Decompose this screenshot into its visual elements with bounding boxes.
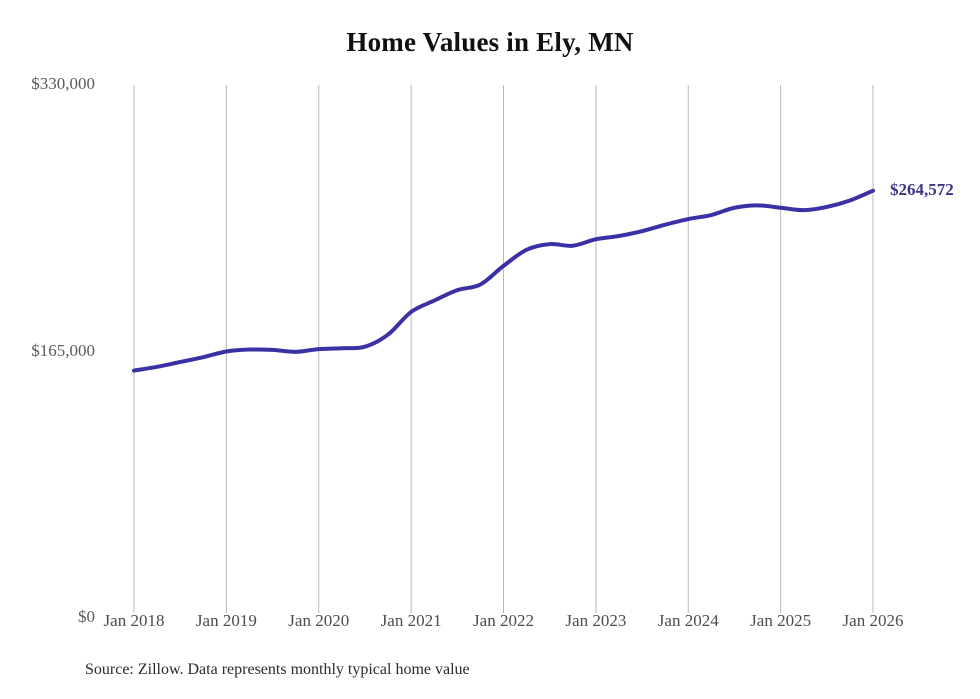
series-end-value-label: $264,572 bbox=[890, 179, 954, 199]
chart-title: Home Values in Ely, MN bbox=[346, 27, 634, 57]
x-tick-label-7: Jan 2025 bbox=[750, 611, 812, 630]
source-note: Source: Zillow. Data represents monthly … bbox=[85, 661, 470, 678]
x-tick-label-0: Jan 2018 bbox=[103, 611, 165, 630]
x-tick-label-8: Jan 2026 bbox=[842, 611, 904, 630]
series-group bbox=[132, 188, 875, 373]
x-tick-label-4: Jan 2022 bbox=[473, 611, 534, 630]
series-line-0 bbox=[132, 188, 875, 373]
y-tick-label-1: $165,000 bbox=[31, 340, 95, 360]
y-tick-label-0: $330,000 bbox=[31, 74, 95, 93]
x-tick-label-3: Jan 2021 bbox=[380, 611, 442, 630]
x-tick-label-5: Jan 2023 bbox=[565, 611, 627, 630]
x-tick-label-2: Jan 2020 bbox=[288, 611, 350, 630]
x-tick-label-6: Jan 2024 bbox=[657, 611, 719, 630]
x-tick-label-1: Jan 2019 bbox=[195, 611, 257, 630]
y-tick-label-2: $0 bbox=[78, 607, 95, 626]
